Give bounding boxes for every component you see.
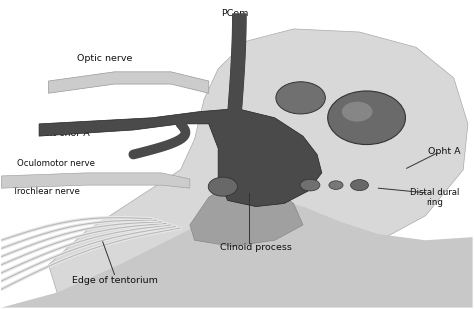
Polygon shape: [48, 29, 468, 302]
Ellipse shape: [342, 102, 373, 121]
Polygon shape: [48, 72, 209, 93]
Ellipse shape: [351, 180, 368, 191]
Polygon shape: [190, 179, 303, 246]
Text: 1: 1: [363, 112, 371, 122]
Text: Trochlear nerve: Trochlear nerve: [13, 187, 80, 196]
Text: Clinoid process: Clinoid process: [220, 243, 292, 252]
Ellipse shape: [276, 82, 325, 114]
Text: 2: 2: [297, 92, 304, 102]
Polygon shape: [1, 197, 473, 308]
Ellipse shape: [208, 177, 237, 196]
Ellipse shape: [329, 181, 343, 189]
Text: Oculomotor nerve: Oculomotor nerve: [17, 159, 95, 168]
Text: 3: 3: [220, 182, 226, 191]
Text: 4: 4: [356, 180, 363, 189]
Text: Edge of tentorium: Edge of tentorium: [72, 276, 157, 285]
Text: Ant chor A: Ant chor A: [40, 129, 90, 138]
Text: Optic nerve: Optic nerve: [77, 53, 133, 62]
Text: ICA: ICA: [245, 141, 263, 150]
Text: 5: 5: [307, 180, 313, 189]
Ellipse shape: [328, 91, 405, 145]
Polygon shape: [39, 108, 322, 206]
Ellipse shape: [300, 179, 320, 191]
Text: Opht A: Opht A: [428, 147, 461, 156]
Text: Distal dural
ring: Distal dural ring: [410, 188, 460, 207]
Text: PCom: PCom: [221, 9, 248, 18]
Polygon shape: [1, 173, 190, 188]
